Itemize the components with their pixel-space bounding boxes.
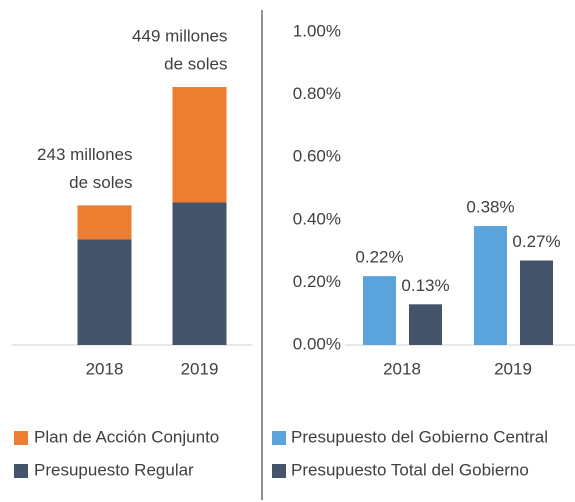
x-tick-label: 2018 (383, 359, 421, 378)
bar-segment (77, 205, 132, 240)
total-label: 449 millones (132, 26, 227, 45)
y-tick-label: 1.00% (293, 21, 341, 40)
bar-segment (172, 87, 227, 203)
legend-swatch (272, 431, 286, 445)
bar (474, 226, 507, 345)
value-label: 0.22% (355, 248, 403, 267)
y-tick-label: 0.80% (293, 84, 341, 103)
total-label: de soles (69, 173, 132, 192)
value-label: 0.38% (466, 198, 514, 217)
bar (363, 276, 396, 345)
legend-label: Presupuesto Total del Gobierno (291, 460, 529, 479)
x-tick-label: 2019 (181, 359, 219, 378)
value-label: 0.13% (401, 276, 449, 295)
legend-label: Presupuesto Regular (34, 460, 194, 479)
legend-swatch (14, 431, 28, 445)
total-label: 243 millones (37, 145, 132, 164)
bar-segment (77, 239, 132, 345)
y-tick-label: 0.00% (293, 334, 341, 353)
legend-label: Plan de Acción Conjunto (34, 427, 219, 446)
x-tick-label: 2019 (494, 359, 532, 378)
legend-swatch (272, 464, 286, 478)
value-label: 0.27% (512, 232, 560, 251)
total-label: de soles (164, 54, 227, 73)
bar (409, 304, 442, 345)
x-tick-label: 2018 (86, 359, 124, 378)
bar (520, 260, 553, 345)
y-tick-label: 0.40% (293, 209, 341, 228)
legend-swatch (14, 464, 28, 478)
y-tick-label: 0.60% (293, 147, 341, 166)
bar-segment (172, 202, 227, 345)
y-tick-label: 0.20% (293, 272, 341, 291)
legend-label: Presupuesto del Gobierno Central (291, 427, 548, 446)
